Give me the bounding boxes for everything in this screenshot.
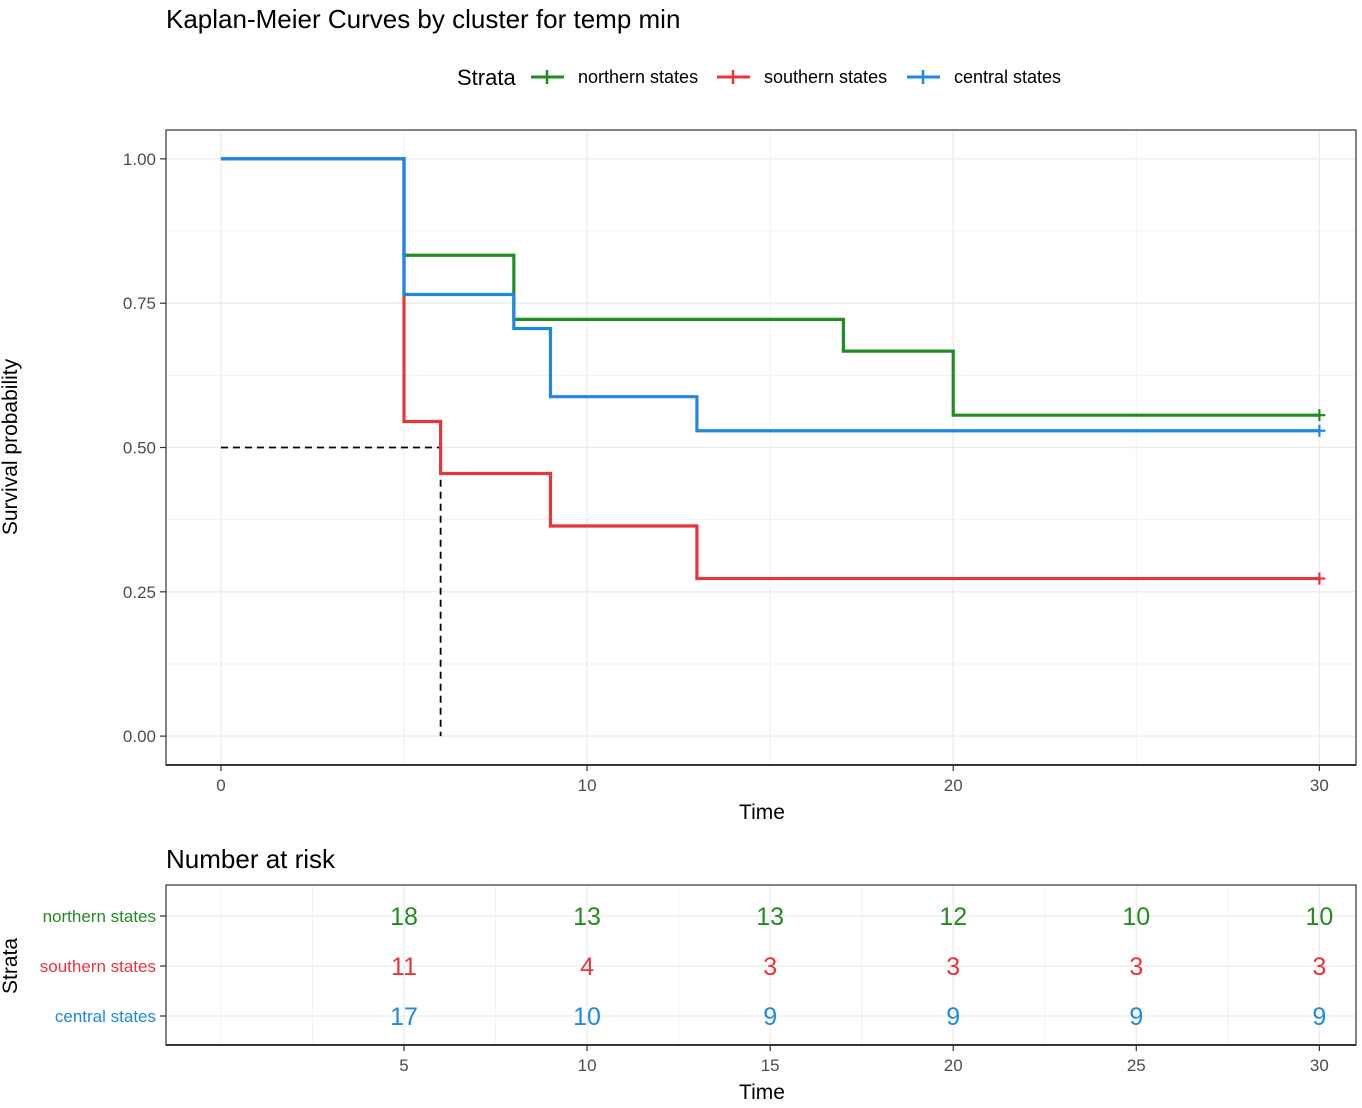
y-tick-label: 1.00 <box>123 150 156 169</box>
risk-value-cell: 3 <box>1312 953 1326 981</box>
risk-value-cell: 12 <box>939 903 967 931</box>
survival-curve-central-states <box>220 157 1320 433</box>
risk-x-tick-label: 5 <box>399 1056 408 1075</box>
risk-panel-background <box>166 885 1356 1045</box>
legend-entry-central-states: central states <box>907 67 1061 87</box>
legend-label: southern states <box>764 67 887 87</box>
risk-table-axes: 5 10 15 20 25 30 northern states southern state… <box>40 884 1357 1075</box>
risk-value-cell: 13 <box>756 903 784 931</box>
legend-label: central states <box>954 67 1061 87</box>
survival-curves <box>220 157 1326 737</box>
risk-value-cell: 3 <box>946 953 960 981</box>
x-tick-label: 0 <box>216 776 225 795</box>
x-tick-label: 30 <box>1310 776 1329 795</box>
chart-title: Kaplan-Meier Curves by cluster for temp … <box>166 4 680 34</box>
risk-value-cell: 13 <box>573 903 601 931</box>
risk-value-cell: 10 <box>1122 903 1150 931</box>
risk-y-axis-title: Strata <box>0 938 22 994</box>
risk-value-cell: 9 <box>1129 1003 1143 1031</box>
legend-entry-northern-states: northern states <box>531 67 698 87</box>
censor-mark <box>1313 424 1326 437</box>
risk-value-cell: 4 <box>580 953 594 981</box>
risk-value-cell: 3 <box>1129 953 1143 981</box>
y-tick-label: 0.25 <box>123 583 156 602</box>
risk-x-axis-title: Time <box>739 1081 785 1104</box>
survival-plot-axes: 0 10 20 30 0.00 0.25 0.50 0.75 1.00 <box>123 129 1357 795</box>
risk-x-tick-label: 25 <box>1127 1056 1146 1075</box>
strata-label-central-states: central states <box>55 1007 156 1026</box>
risk-table-title: Number at risk <box>166 844 336 874</box>
censor-mark <box>1313 409 1326 422</box>
risk-value-cell: 3 <box>763 953 777 981</box>
y-tick-label: 0.75 <box>123 294 156 313</box>
risk-value-cell: 17 <box>390 1003 418 1031</box>
legend-entry-southern-states: southern states <box>717 67 887 87</box>
x-tick-label: 20 <box>944 776 963 795</box>
x-axis-title: Time <box>739 801 785 824</box>
risk-value-cell: 9 <box>946 1003 960 1031</box>
legend-title: Strata <box>457 65 516 90</box>
risk-table-panel <box>166 885 1356 1045</box>
legend: Strata northern states southern states cen… <box>457 65 1061 90</box>
risk-x-tick-label: 15 <box>761 1056 780 1075</box>
survival-plot-grid <box>166 130 1356 765</box>
strata-label-southern-states: southern states <box>40 957 156 976</box>
risk-value-cell: 11 <box>391 953 417 981</box>
censor-mark <box>1313 572 1326 585</box>
risk-table-values: 18 13 13 12 10 10 11 4 3 3 3 3 17 10 9 9 9 9 <box>390 903 1333 1031</box>
risk-x-tick-label: 20 <box>944 1056 963 1075</box>
risk-value-cell: 10 <box>573 1003 601 1031</box>
x-tick-label: 10 <box>578 776 597 795</box>
risk-x-tick-label: 30 <box>1310 1056 1329 1075</box>
risk-value-cell: 18 <box>390 903 418 931</box>
risk-x-tick-label: 10 <box>578 1056 597 1075</box>
risk-value-cell: 9 <box>1312 1003 1326 1031</box>
risk-value-cell: 9 <box>763 1003 777 1031</box>
y-tick-label: 0.50 <box>123 439 156 458</box>
strata-label-northern-states: northern states <box>43 907 156 926</box>
y-tick-label: 0.00 <box>123 727 156 746</box>
risk-value-cell: 10 <box>1305 903 1333 931</box>
y-axis-title: Survival probability <box>0 358 22 535</box>
legend-label: northern states <box>578 67 698 87</box>
